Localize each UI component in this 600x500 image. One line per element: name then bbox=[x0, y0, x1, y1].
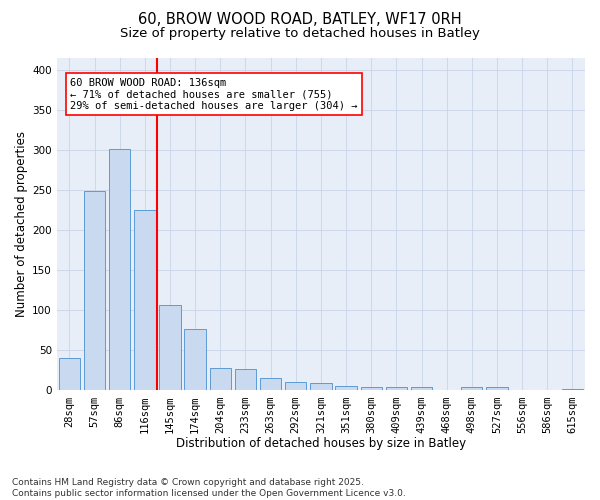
Bar bbox=[184, 328, 206, 390]
Bar bbox=[109, 149, 130, 390]
Text: Contains HM Land Registry data © Crown copyright and database right 2025.
Contai: Contains HM Land Registry data © Crown c… bbox=[12, 478, 406, 498]
Bar bbox=[486, 388, 508, 390]
Bar bbox=[386, 388, 407, 390]
Text: 60, BROW WOOD ROAD, BATLEY, WF17 0RH: 60, BROW WOOD ROAD, BATLEY, WF17 0RH bbox=[138, 12, 462, 28]
Bar bbox=[235, 369, 256, 390]
Bar bbox=[59, 358, 80, 390]
Bar bbox=[361, 388, 382, 390]
X-axis label: Distribution of detached houses by size in Batley: Distribution of detached houses by size … bbox=[176, 437, 466, 450]
Bar bbox=[260, 378, 281, 390]
Bar bbox=[310, 384, 332, 390]
Bar bbox=[134, 210, 155, 390]
Y-axis label: Number of detached properties: Number of detached properties bbox=[15, 131, 28, 317]
Text: 60 BROW WOOD ROAD: 136sqm
← 71% of detached houses are smaller (755)
29% of semi: 60 BROW WOOD ROAD: 136sqm ← 71% of detac… bbox=[70, 78, 358, 111]
Bar bbox=[562, 389, 583, 390]
Bar bbox=[209, 368, 231, 390]
Bar bbox=[84, 190, 105, 390]
Bar bbox=[159, 306, 181, 390]
Bar bbox=[285, 382, 307, 390]
Bar bbox=[335, 386, 357, 390]
Text: Size of property relative to detached houses in Batley: Size of property relative to detached ho… bbox=[120, 28, 480, 40]
Bar bbox=[411, 388, 432, 390]
Bar bbox=[461, 388, 482, 390]
